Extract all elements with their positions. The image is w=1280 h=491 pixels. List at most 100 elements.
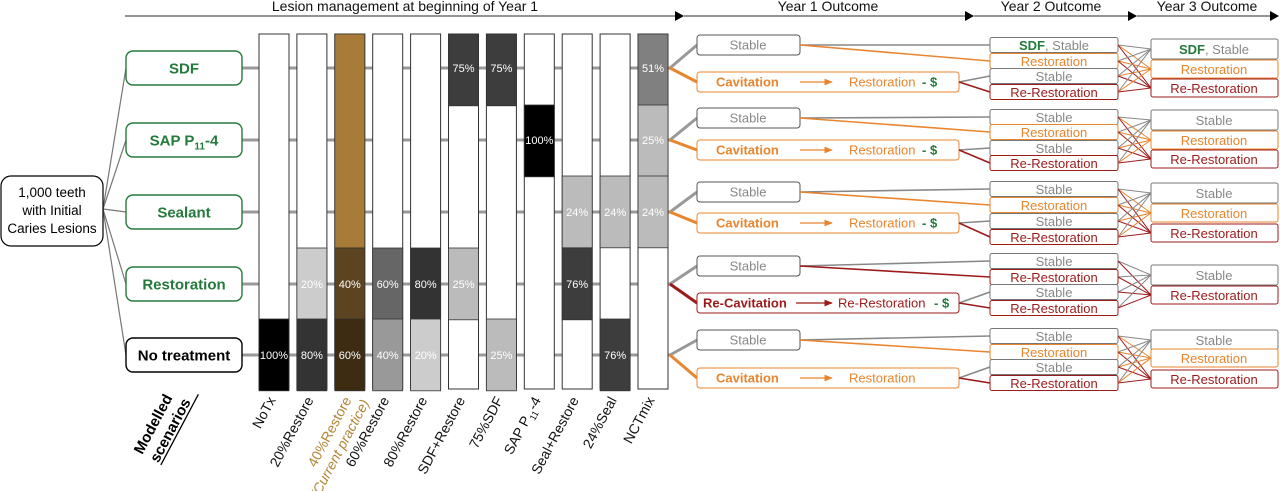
bar-frame — [523, 33, 555, 390]
treatment-restoration: Restoration — [125, 266, 258, 302]
timeline-arrow-head — [1270, 11, 1279, 21]
header-timeline: Lesion management at beginning of Year 1… — [125, 0, 1279, 21]
timeline-arrow-head — [965, 11, 974, 21]
bar-segment — [561, 247, 593, 321]
year1-cost-label: - $ — [922, 75, 938, 90]
bar-segment — [523, 104, 555, 178]
year3-stable-box — [1150, 38, 1279, 60]
treatment-box — [125, 50, 243, 86]
year2-rerestoration-label: Re-Restoration — [1010, 156, 1097, 171]
year1-cavitation-label: Cavitation — [716, 75, 779, 90]
year3-rerestoration-box — [1150, 369, 1279, 389]
year2-rerestoration-label: Re-Restoration — [1010, 230, 1097, 245]
year2-stable-label: Stable — [1036, 141, 1073, 156]
bar-segment — [372, 318, 404, 392]
year2-stable-label: Stable — [1036, 182, 1073, 197]
header-lesion-management: Lesion management at beginning of Year 1 — [272, 0, 538, 14]
scenario-label-11: NCTmix — [620, 394, 658, 446]
bar-segment — [637, 175, 669, 249]
year1-stable-label: Stable — [730, 185, 767, 200]
year3-stable-label: Stable — [1196, 268, 1233, 283]
year3-rerestoration-label: Re-Restoration — [1170, 226, 1257, 241]
year3-stable-label: Stable — [1196, 333, 1233, 348]
bar-percent-label: 25% — [452, 279, 474, 291]
bar-percent-label: 20% — [415, 350, 437, 362]
year1-recavitation-label: Re-Cavitation — [703, 296, 787, 311]
year2-outcomes: SDF, StableRestorationStableRe-Restorati… — [799, 37, 1119, 391]
scenario-bar-2: 20% 80% — [296, 33, 328, 392]
year1-group-4: Stable Re-Cavitation Re-Restoration - $ — [669, 255, 960, 314]
header-label-bg — [760, 0, 890, 14]
bar-segment — [448, 247, 479, 321]
scenario-bar-7: 75% 25% — [485, 33, 517, 392]
scenario-bar-6: 75% 25% — [448, 33, 479, 390]
year3-stable-box — [1150, 109, 1279, 131]
treatment-label: SAP P11-4 — [150, 133, 219, 153]
scenario-bar-11: 51% 25% 24% — [637, 33, 669, 390]
year2-stable-label: Stable — [1036, 214, 1073, 229]
bar-percent-label: 24% — [566, 207, 588, 219]
header-label-bg — [992, 0, 1110, 14]
year1-restoration-label: Restoration — [849, 75, 915, 90]
scenario-label-text: NCTmix — [620, 394, 658, 446]
year3-restoration-box — [1150, 130, 1279, 150]
year1-stable-label: Stable — [730, 259, 767, 274]
scenario-bar-10: 24% 76% — [599, 33, 631, 392]
bar-segment — [334, 318, 366, 392]
bar-segment — [296, 318, 328, 392]
treatment-boxes: SDF SAP P11-4 Sealant Restoration No treatme… — [125, 50, 258, 373]
year2-stable-label: Stable — [1036, 360, 1073, 375]
header-label-bg — [1148, 0, 1268, 14]
year1-stable-label: Stable — [730, 333, 767, 348]
bar-segment — [410, 318, 442, 392]
year1-outcomes: Stable Cavitation Restoration - $ Stable Cavi… — [669, 34, 960, 389]
root-label-line-2: with Initial — [21, 203, 81, 218]
year2-restoration-label: Restoration — [1021, 125, 1087, 140]
year3-group-2: Stable Restoration Re-Restoration — [1117, 109, 1279, 169]
bar-percent-label: 20% — [301, 279, 323, 291]
scenario-label-text: NoTx — [249, 394, 279, 431]
header-year3: Year 3 Outcome — [1157, 0, 1258, 14]
year3-sdf-stable-label: SDF, Stable — [1179, 42, 1249, 57]
year1-cavitation-label: Cavitation — [716, 216, 779, 231]
year1-group-5: Stable Cavitation Restoration — [669, 329, 960, 389]
scenario-bar-5: 80% 20% — [410, 33, 442, 392]
year1-restoration-label: Restoration — [849, 371, 915, 386]
treatment-box — [125, 266, 243, 302]
root-branch-lines — [102, 67, 127, 356]
year3-group-4: Stable Re-Restoration — [1117, 260, 1279, 309]
year3-rerestoration-label: Re-Restoration — [1170, 288, 1257, 303]
scenario-label-1: NoTx — [249, 394, 279, 431]
bar-percent-label: 24% — [642, 207, 664, 219]
year2-stable-label: Stable — [1036, 329, 1073, 344]
scenario-bar-3: 40% 60% — [334, 33, 366, 392]
year2-stable-label: Stable — [1036, 110, 1073, 125]
bar-percent-label: 100% — [525, 135, 553, 147]
bar-percent-label: 51% — [642, 63, 664, 75]
root-label-line-1: 1,000 teeth — [18, 185, 86, 200]
year3-stable-label: Stable — [1196, 186, 1233, 201]
root-box — [0, 175, 104, 247]
year1-cost-label: - $ — [934, 296, 950, 311]
year2-stable-label: Stable — [1036, 69, 1073, 84]
treatment-sap: SAP P11-4 — [125, 122, 258, 158]
bar-percent-label: 76% — [566, 279, 588, 291]
treatment-box — [125, 122, 243, 158]
header-label-bg — [250, 0, 560, 14]
bar-percent-label: 25% — [642, 135, 664, 147]
year1-group-1: Stable Cavitation Restoration - $ — [669, 34, 960, 93]
year2-restoration-label: Restoration — [1021, 54, 1087, 69]
treatment-sdf: SDF — [125, 50, 258, 86]
header-year2: Year 2 Outcome — [1001, 0, 1102, 14]
bar-percent-label: 60% — [339, 350, 361, 362]
scenario-label-text: 24%Seal — [579, 394, 619, 451]
year3-stable-label: Stable — [1196, 113, 1233, 128]
year3-stable-box — [1150, 264, 1279, 286]
bar-percent-label: 75% — [452, 63, 474, 75]
scenario-bar-1: 100% — [258, 33, 290, 392]
year3-rerestoration-box — [1150, 223, 1279, 243]
year1-group-2: Stable Cavitation Restoration - $ — [669, 107, 960, 161]
year1-rerestoration-label: Re-Restoration — [838, 296, 925, 311]
